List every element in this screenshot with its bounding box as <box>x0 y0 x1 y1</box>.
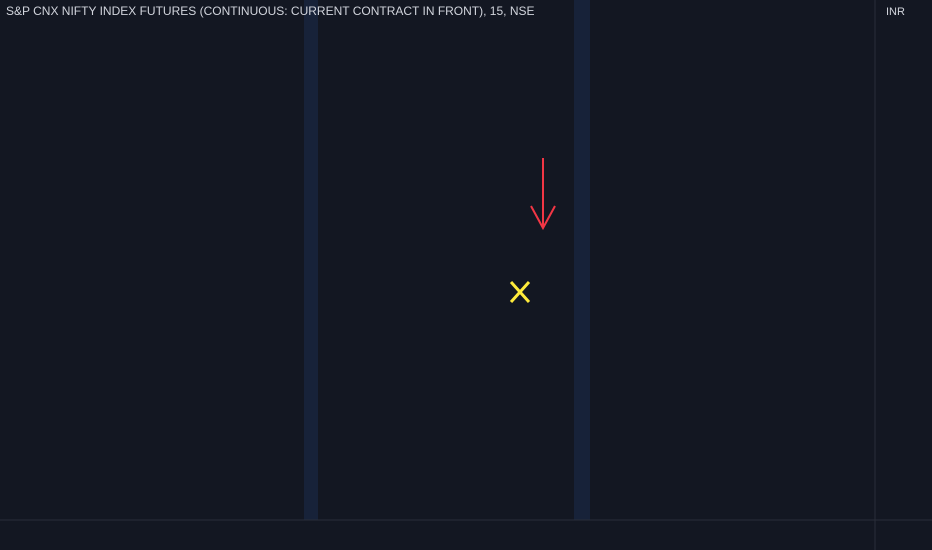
session-band <box>304 0 318 520</box>
x-annotation <box>509 280 531 304</box>
session-band <box>574 0 590 520</box>
arrow-annotation <box>530 158 556 231</box>
chart-title: S&P CNX NIFTY INDEX FUTURES (CONTINUOUS:… <box>6 4 535 18</box>
currency-label: INR <box>886 6 905 18</box>
